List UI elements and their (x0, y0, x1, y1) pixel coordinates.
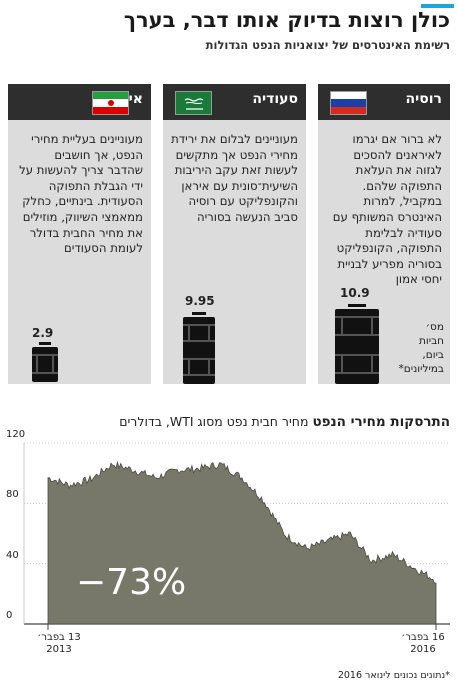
card-header: רוסיה (318, 84, 450, 120)
x-label-start-year: 2013 (46, 644, 72, 655)
x-label-end-year: 2016 (410, 644, 436, 655)
country-name: רוסיה (405, 91, 443, 107)
y-tick-label: 120 (6, 429, 26, 440)
chart-title-bold: התרסקות מחירי הנפט (312, 414, 450, 430)
barrel-stack-icon (183, 312, 215, 384)
x-label-end: 16 בפבר׳ 2016 (393, 632, 453, 656)
country-description: לא ברור אם יגרמו לאיראנים להסכים לגזוה א… (332, 132, 442, 287)
unit-note: מס׳ חביות ביום, במיליונים* (398, 321, 445, 375)
oil-price-chart (23, 442, 450, 630)
y-tick-label: 0 (6, 610, 13, 621)
country-name: סעודיה (252, 91, 298, 107)
y-tick-label: 80 (6, 489, 19, 501)
russia-flag-icon (330, 91, 367, 115)
chart-title: התרסקות מחירי הנפט מחיר חבית נפט מסוג WT… (119, 414, 450, 430)
page-title: כולן רוצות בדיוק אותו דבר, בערך (123, 8, 450, 32)
chart-title-rest: מחיר חבית נפט מסוג WTI, בדולרים (119, 414, 309, 429)
x-label-start-date: 13 בפבר׳ (37, 632, 81, 643)
country-description: מעוניינים בעליית מחירי הנפט, אך חושבים ש… (19, 132, 143, 256)
country-card-russia: רוסיה לא ברור אם יגרמו לאיראנים להסכים ל… (318, 84, 450, 384)
x-label-start: 13 בפבר׳ 2013 (24, 632, 94, 656)
accent-bar (421, 4, 454, 8)
barrel-icon (32, 342, 58, 382)
barrel-value: 10.9 (340, 286, 370, 300)
page-subtitle: רשימת האינטרסים של יצואניות הנפט הגדולות (205, 38, 450, 52)
country-card-saudi: סעודיה מעוניינים לבלום את ירידת מחירי הנ… (163, 84, 306, 384)
footnote: *נתונים נכונים לינואר 2016 (337, 670, 450, 681)
y-tick-label: 40 (6, 549, 19, 561)
barrel-value: 2.9 (32, 326, 54, 340)
iran-flag-icon (92, 91, 129, 115)
barrel-value: 9.95 (185, 294, 215, 308)
change-percent-label: −73% (76, 562, 187, 603)
country-card-iran: איראן מעוניינים בעליית מחירי הנפט, אך חו… (8, 84, 151, 384)
card-header: סעודיה (163, 84, 306, 120)
barrel-stack-icon (335, 304, 379, 384)
price-area (47, 460, 437, 625)
x-label-end-date: 16 בפבר׳ (401, 632, 445, 643)
card-header: איראן (8, 84, 151, 120)
saudi-flag-icon (175, 91, 212, 115)
country-description: מעוניינים לבלום את ירידת מחירי הנפט אך מ… (171, 132, 298, 224)
